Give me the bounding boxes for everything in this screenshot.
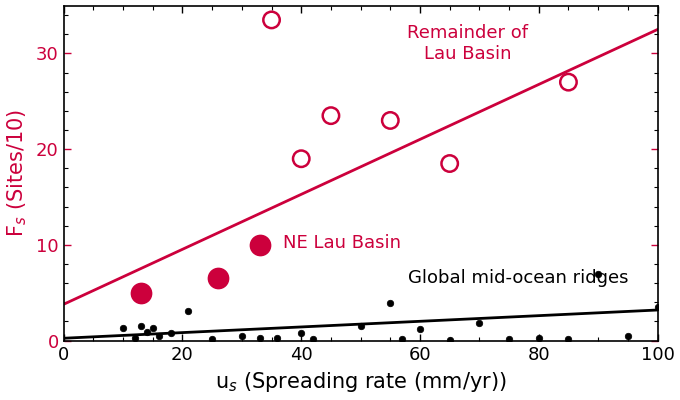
Point — [415, 326, 426, 332]
Point — [183, 308, 194, 314]
Point — [444, 336, 455, 343]
Point — [296, 156, 307, 162]
X-axis label: u$_s$ (Spreading rate (mm/yr)): u$_s$ (Spreading rate (mm/yr)) — [215, 370, 507, 394]
Text: Global mid-ocean ridges: Global mid-ocean ridges — [408, 270, 628, 288]
Point — [396, 336, 407, 342]
Point — [141, 329, 152, 335]
Y-axis label: F$_s$ (Sites/10): F$_s$ (Sites/10) — [5, 109, 29, 237]
Point — [266, 17, 277, 23]
Point — [385, 117, 396, 124]
Point — [444, 160, 455, 167]
Point — [474, 320, 485, 327]
Point — [563, 79, 574, 85]
Point — [135, 323, 146, 330]
Point — [153, 333, 164, 339]
Point — [533, 334, 544, 341]
Point — [326, 112, 337, 119]
Point — [148, 325, 158, 331]
Point — [165, 330, 176, 336]
Point — [307, 336, 318, 342]
Point — [504, 336, 515, 342]
Point — [296, 330, 307, 336]
Point — [118, 325, 129, 331]
Point — [213, 275, 224, 282]
Point — [254, 242, 265, 248]
Text: Remainder of
Lau Basin: Remainder of Lau Basin — [407, 24, 528, 63]
Point — [385, 300, 396, 306]
Point — [254, 334, 265, 341]
Point — [237, 333, 248, 339]
Point — [272, 334, 283, 341]
Point — [563, 336, 574, 342]
Point — [135, 290, 146, 296]
Point — [652, 304, 663, 310]
Point — [593, 270, 604, 277]
Point — [355, 323, 366, 330]
Point — [129, 334, 140, 341]
Text: NE Lau Basin: NE Lau Basin — [284, 234, 401, 252]
Point — [207, 336, 218, 342]
Point — [622, 333, 633, 339]
